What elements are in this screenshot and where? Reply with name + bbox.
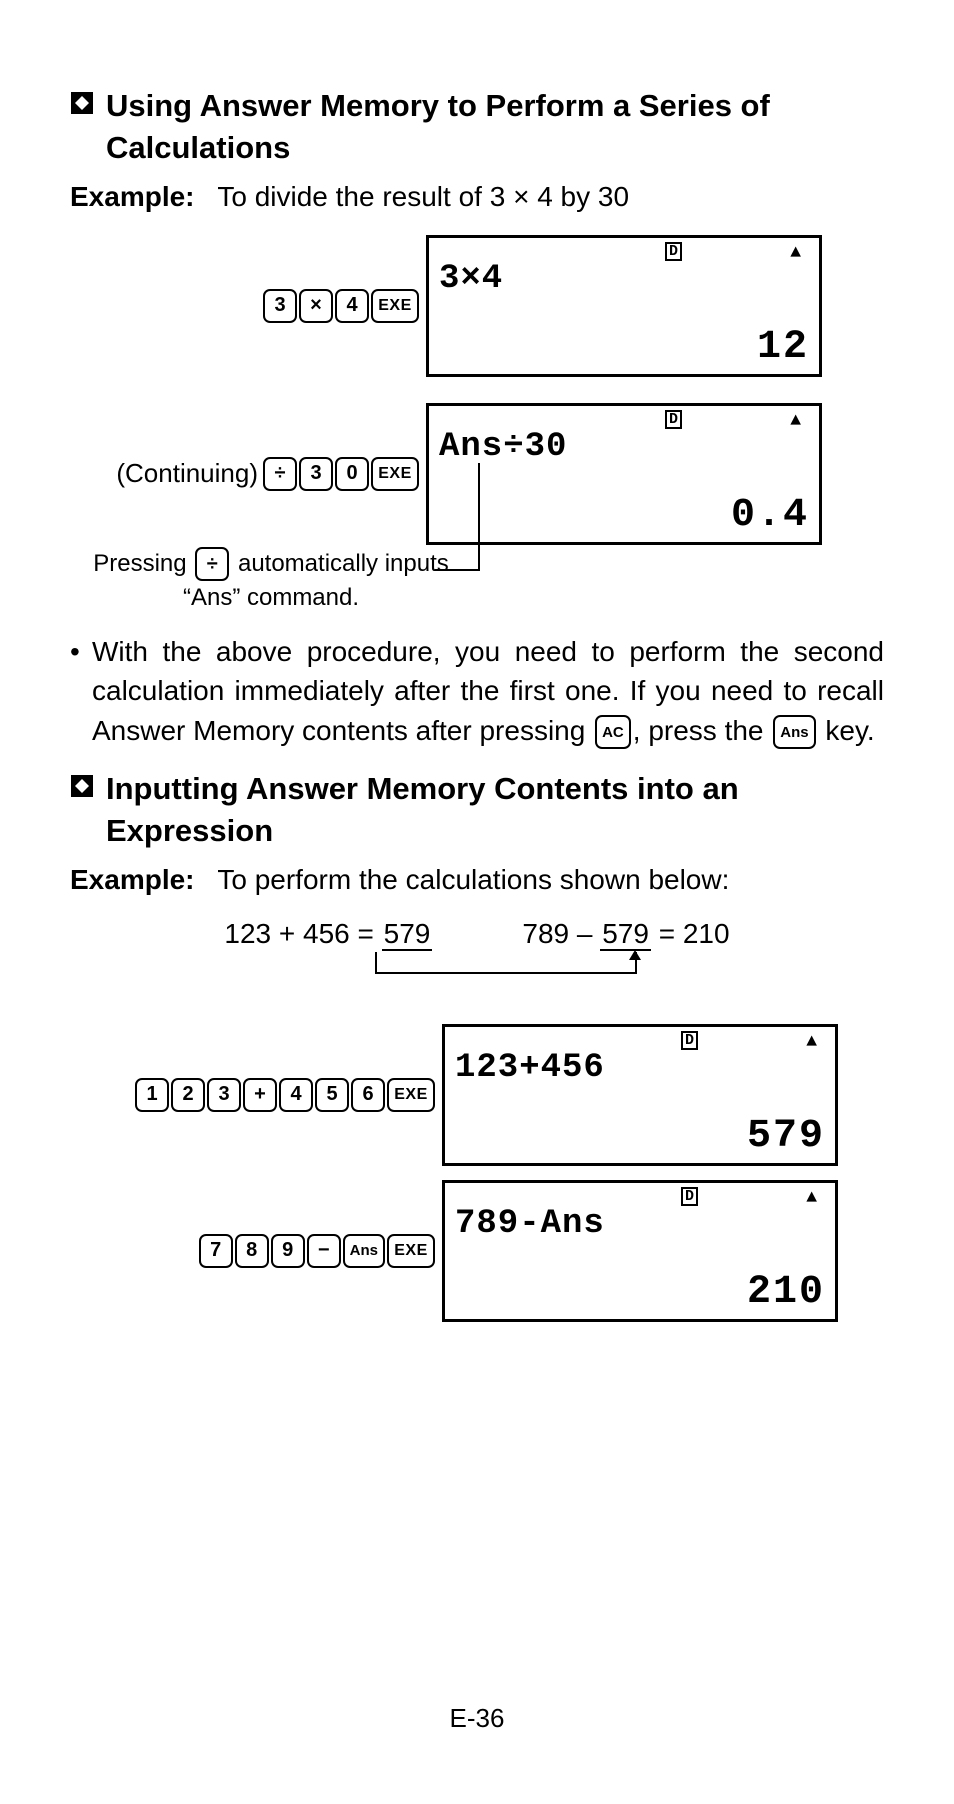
- key-7: 7: [199, 1234, 233, 1268]
- key-6: 6: [351, 1078, 385, 1112]
- section2-title: Inputting Answer Memory Contents into an…: [106, 768, 884, 852]
- bullet-text-2: , press the: [633, 715, 772, 746]
- equation-1: 123 + 456 = 579: [224, 918, 432, 950]
- key-2: 2: [171, 1078, 205, 1112]
- bullet-dot-icon: •: [70, 632, 92, 750]
- leader-line: [478, 463, 480, 571]
- pressing-text-3: “Ans” command.: [183, 584, 359, 611]
- lcd-expression: 3×4: [439, 260, 503, 298]
- key-5: 5: [315, 1078, 349, 1112]
- lcd-expression: Ans÷30: [439, 428, 567, 466]
- key-3: 3: [207, 1078, 241, 1112]
- lcd-result: 0.4: [731, 493, 809, 538]
- continuing-label: (Continuing): [116, 458, 258, 489]
- key-ac: AC: [595, 715, 631, 749]
- indicator-up-icon: ▲: [806, 1189, 817, 1207]
- example-label: Example:: [70, 181, 195, 212]
- key-3: 3: [299, 457, 333, 491]
- key-9: 9: [271, 1234, 305, 1268]
- key-1: 1: [135, 1078, 169, 1112]
- pressing-text-2: automatically inputs: [238, 550, 449, 577]
- key-4: 4: [279, 1078, 313, 1112]
- eq1-a: 123 + 456 =: [224, 918, 381, 949]
- lcd-result: 210: [747, 1270, 825, 1315]
- key-plus: +: [243, 1078, 277, 1112]
- section-heading: Using Answer Memory to Perform a Series …: [70, 85, 884, 169]
- example-row: Example: To divide the result of 3 × 4 b…: [70, 181, 884, 213]
- pressing-text-1: Pressing: [93, 550, 193, 577]
- indicator-d: D: [665, 242, 682, 261]
- eq1-b: 579: [382, 918, 433, 951]
- lcd-display: D ▲ Ans÷30 0.4: [426, 403, 822, 545]
- step-row: 3 × 4 EXE D ▲ 3×4 12: [70, 235, 884, 377]
- key-0: 0: [335, 457, 369, 491]
- equation-row: 123 + 456 = 579 789 – 579 = 210: [70, 918, 884, 950]
- lcd-result: 12: [757, 325, 809, 370]
- section-heading: Inputting Answer Memory Contents into an…: [70, 768, 884, 852]
- arrowhead-icon: [629, 950, 641, 960]
- step-row: 7 8 9 − Ans EXE D ▲ 789-Ans 210: [70, 1180, 884, 1322]
- indicator-d: D: [681, 1031, 698, 1050]
- eq2-a: 789 –: [522, 918, 600, 949]
- key-minus: −: [307, 1234, 341, 1268]
- lcd-expression: 123+456: [455, 1049, 605, 1087]
- key-sequence: 7 8 9 − Ans EXE: [70, 1234, 442, 1268]
- key-ans: Ans: [343, 1234, 385, 1268]
- connector-line: [375, 952, 377, 972]
- bullet-paragraph: • With the above procedure, you need to …: [70, 632, 884, 750]
- lcd-result: 579: [747, 1114, 825, 1159]
- key-divide: ÷: [195, 547, 229, 581]
- connector-line: [375, 972, 637, 974]
- key-multiply: ×: [299, 289, 333, 323]
- key-3: 3: [263, 289, 297, 323]
- square-bullet-icon: [70, 774, 94, 798]
- example-text: To divide the result of 3 × 4 by 30: [217, 181, 629, 212]
- step-row: (Continuing) ÷ 3 0 EXE D ▲ Ans÷30 0.4: [70, 403, 884, 545]
- bullet-text-3: key.: [818, 715, 875, 746]
- key-ans: Ans: [773, 715, 815, 749]
- lcd-display: D ▲ 789-Ans 210: [442, 1180, 838, 1322]
- key-exe: EXE: [387, 1234, 435, 1268]
- eq2-b: 579: [600, 918, 651, 951]
- lcd-display: D ▲ 3×4 12: [426, 235, 822, 377]
- key-exe: EXE: [387, 1078, 435, 1112]
- example-row: Example: To perform the calculations sho…: [70, 864, 884, 896]
- key-exe: EXE: [371, 457, 419, 491]
- section1-title: Using Answer Memory to Perform a Series …: [106, 85, 884, 169]
- bullet-body: With the above procedure, you need to pe…: [92, 632, 884, 750]
- key-divide: ÷: [263, 457, 297, 491]
- connector: [70, 952, 884, 1008]
- key-sequence: (Continuing) ÷ 3 0 EXE: [70, 457, 426, 491]
- indicator-up-icon: ▲: [790, 412, 801, 430]
- indicator-d: D: [665, 410, 682, 429]
- key-8: 8: [235, 1234, 269, 1268]
- square-bullet-icon: [70, 91, 94, 115]
- indicator-up-icon: ▲: [806, 1033, 817, 1051]
- step-row: 1 2 3 + 4 5 6 EXE D ▲ 123+456 579: [70, 1024, 884, 1166]
- equation-2: 789 – 579 = 210: [522, 918, 729, 950]
- indicator-up-icon: ▲: [790, 244, 801, 262]
- example-label: Example:: [70, 864, 195, 895]
- key-sequence: 1 2 3 + 4 5 6 EXE: [70, 1078, 442, 1112]
- key-4: 4: [335, 289, 369, 323]
- indicator-d: D: [681, 1187, 698, 1206]
- key-sequence: 3 × 4 EXE: [70, 289, 426, 323]
- lcd-expression: 789-Ans: [455, 1205, 605, 1243]
- example-text: To perform the calculations shown below:: [217, 864, 729, 895]
- page-footer: E-36: [0, 1703, 954, 1734]
- pressing-note: Pressing ÷ automatically inputs “Ans” co…: [76, 547, 466, 617]
- key-exe: EXE: [371, 289, 419, 323]
- eq2-c: = 210: [651, 918, 730, 949]
- lcd-display: D ▲ 123+456 579: [442, 1024, 838, 1166]
